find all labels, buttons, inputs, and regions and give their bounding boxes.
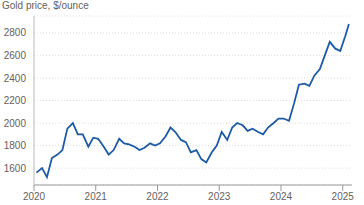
svg-text:2023: 2023 [208, 191, 231, 202]
html-text:Gold price, $/ounce: Gold price, $/ounce [2, 0, 89, 11]
svg-text:2000: 2000 [4, 118, 27, 129]
svg-text:2025: 2025 [332, 191, 355, 202]
svg-text:2022: 2022 [146, 191, 169, 202]
svg-text:2600: 2600 [4, 50, 27, 61]
svg-text:1600: 1600 [4, 163, 27, 174]
svg-text:2200: 2200 [4, 95, 27, 106]
svg-text:2400: 2400 [4, 73, 27, 84]
svg-text:2800: 2800 [4, 27, 27, 38]
svg-text:2024: 2024 [270, 191, 293, 202]
svg-text:2020: 2020 [23, 191, 46, 202]
svg-text:2021: 2021 [85, 191, 108, 202]
svg-text:1800: 1800 [4, 140, 27, 151]
